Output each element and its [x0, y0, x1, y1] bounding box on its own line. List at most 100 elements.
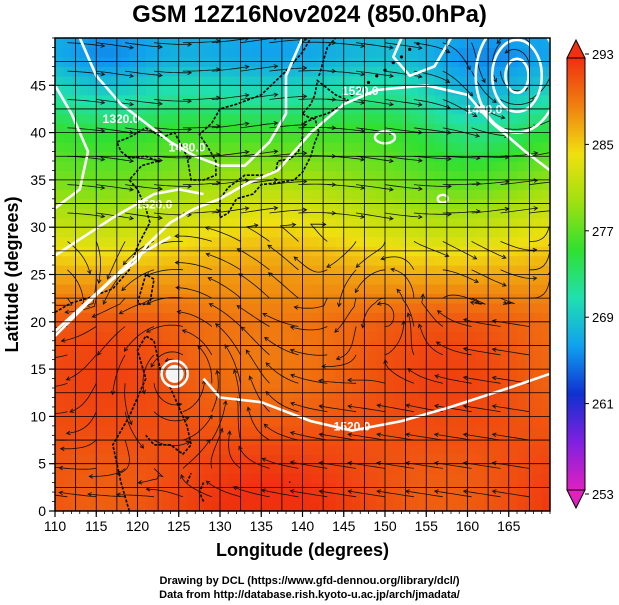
streamline: [95, 241, 101, 284]
x-tick-label: 145: [332, 518, 356, 534]
streamline-arrow: [491, 432, 497, 438]
streamline: [153, 411, 189, 422]
streamline-arrow: [389, 45, 394, 50]
y-tick-label: 30: [30, 219, 46, 235]
streamline-arrow: [462, 346, 468, 352]
streamline: [211, 179, 249, 185]
streamline-arrow: [215, 369, 220, 375]
streamline-arrow: [244, 93, 250, 98]
streamline-arrow: [347, 432, 353, 438]
streamline-arrow: [106, 274, 111, 280]
streamline-arrow: [180, 474, 185, 479]
streamline-arrow: [158, 101, 163, 106]
streamline: [262, 458, 299, 469]
streamline-arrow: [208, 303, 214, 308]
island: [366, 80, 371, 85]
streamline: [61, 326, 97, 342]
streamline: [463, 490, 501, 498]
streamline: [442, 70, 473, 97]
streamline-arrow: [102, 299, 107, 305]
streamline: [55, 297, 73, 306]
streamline: [356, 70, 394, 77]
streamline: [182, 380, 205, 413]
streamline: [269, 152, 307, 157]
streamline: [355, 269, 386, 293]
streamline-arrow: [389, 158, 394, 164]
contour-ring: [436, 193, 449, 205]
streamline-arrow: [492, 77, 498, 83]
streamline-arrow: [214, 323, 220, 328]
streamline-arrow: [58, 465, 64, 471]
streamline-arrow: [273, 120, 279, 126]
x-tick-label: 115: [85, 518, 108, 534]
streamline-arrow: [318, 378, 323, 384]
streamline: [268, 272, 299, 299]
streamline-arrow: [137, 480, 143, 485]
streamline-arrow: [405, 403, 411, 408]
streamline: [384, 99, 422, 106]
y-tick-label: 35: [30, 172, 46, 188]
streamline: [121, 269, 155, 291]
colorbar-tick-label: 261: [592, 397, 614, 412]
streamline-arrow: [563, 179, 567, 183]
streamline-arrow: [139, 444, 145, 449]
streamline: [89, 468, 126, 477]
streamline-arrow: [64, 309, 70, 315]
streamline: [391, 268, 415, 299]
streamline: [153, 70, 192, 74]
streamline: [463, 348, 501, 356]
streamline: [116, 439, 130, 475]
streamline: [327, 212, 365, 218]
streamline-arrow: [462, 404, 468, 409]
streamline-arrow: [100, 156, 106, 162]
streamline: [228, 431, 241, 469]
streamline: [245, 224, 270, 242]
streamline-arrow: [318, 489, 324, 494]
streamline: [290, 490, 328, 498]
streamline: [65, 298, 97, 313]
streamline-arrow: [347, 377, 352, 383]
streamline-arrow: [245, 349, 251, 355]
streamline-arrow: [248, 375, 253, 381]
island: [408, 47, 412, 51]
streamline: [380, 256, 415, 271]
streamline: [362, 297, 386, 328]
streamline-arrow: [263, 423, 269, 429]
streamline-arrow: [293, 256, 299, 261]
island: [399, 55, 404, 59]
streamline-arrow: [291, 222, 297, 228]
contour-line: [392, 38, 453, 78]
streamline: [125, 42, 163, 48]
streamline-arrow: [42, 303, 46, 307]
streamline-arrow: [129, 215, 135, 221]
coastline: [219, 117, 320, 219]
coastline: [136, 273, 155, 306]
streamline-arrow: [187, 42, 193, 47]
streamline: [67, 99, 105, 104]
coastline: [441, 38, 444, 40]
streamline: [418, 324, 443, 356]
streamline: [182, 40, 220, 44]
streamline-arrow: [376, 460, 382, 466]
streamline-arrow: [141, 389, 146, 395]
y-tick-label: 25: [30, 267, 46, 283]
streamline-arrow: [293, 305, 299, 310]
streamline: [319, 490, 357, 498]
streamline: [237, 248, 270, 271]
streamline-arrow: [462, 460, 468, 466]
streamline-arrow: [550, 69, 554, 73]
streamline-arrow: [145, 300, 151, 305]
streamline: [290, 402, 328, 413]
streamline-arrow: [417, 74, 423, 79]
streamline-arrow: [123, 347, 129, 352]
streamline-arrow: [380, 255, 386, 261]
streamline: [211, 66, 249, 72]
streamline-arrow: [462, 432, 468, 438]
streamline: [384, 127, 422, 134]
streamline: [348, 379, 386, 384]
streamline-arrow: [476, 181, 481, 187]
streamline: [153, 184, 192, 187]
streamline: [153, 99, 192, 102]
streamline: [293, 256, 328, 273]
streamline: [413, 212, 452, 215]
